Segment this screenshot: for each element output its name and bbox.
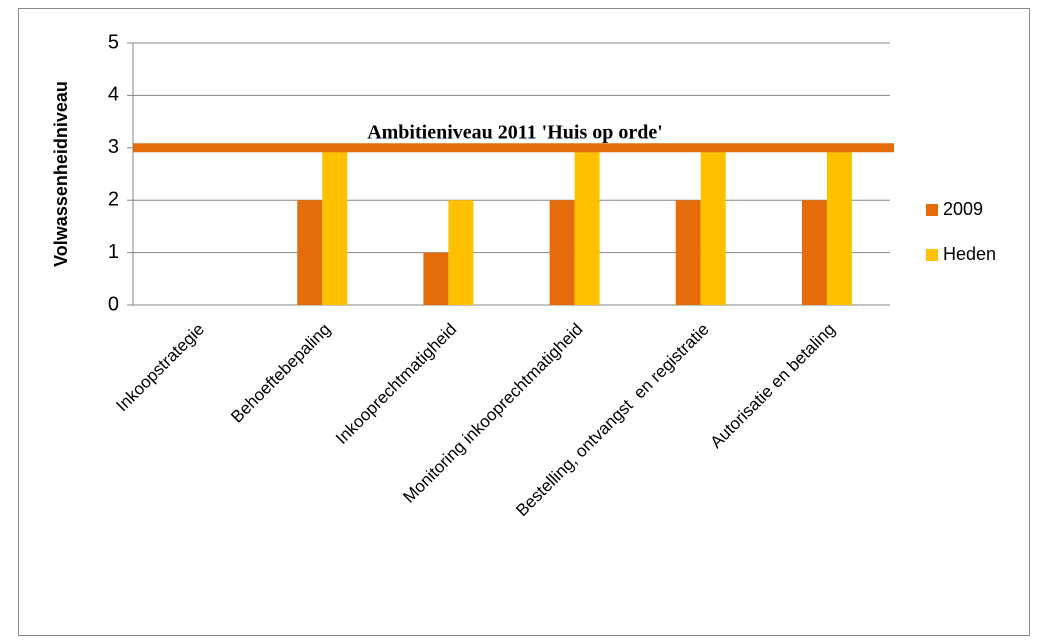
y-tick-label: 4 bbox=[108, 84, 119, 106]
bar bbox=[549, 200, 575, 305]
annotation-text: Ambitieniveau 2011 'Huis op orde' bbox=[367, 121, 663, 143]
bar bbox=[826, 147, 852, 305]
bar bbox=[322, 147, 348, 305]
y-tick-label: 2 bbox=[108, 188, 119, 210]
bar bbox=[801, 200, 827, 305]
legend-swatch bbox=[926, 249, 938, 261]
chart-border bbox=[18, 8, 1030, 636]
y-tick-label: 0 bbox=[108, 293, 119, 315]
bar bbox=[700, 147, 726, 305]
legend-label: 2009 bbox=[943, 199, 983, 219]
bar bbox=[675, 200, 701, 305]
legend-label: Heden bbox=[943, 244, 996, 264]
bar bbox=[448, 200, 474, 305]
bar bbox=[297, 200, 323, 305]
y-axis-title: Volwassenheidniveau bbox=[51, 81, 71, 267]
bar bbox=[574, 147, 600, 305]
bar bbox=[423, 252, 449, 305]
y-tick-label: 5 bbox=[108, 31, 119, 53]
y-tick-label: 3 bbox=[108, 136, 119, 158]
legend-swatch bbox=[926, 204, 938, 216]
y-tick-label: 1 bbox=[108, 241, 119, 263]
